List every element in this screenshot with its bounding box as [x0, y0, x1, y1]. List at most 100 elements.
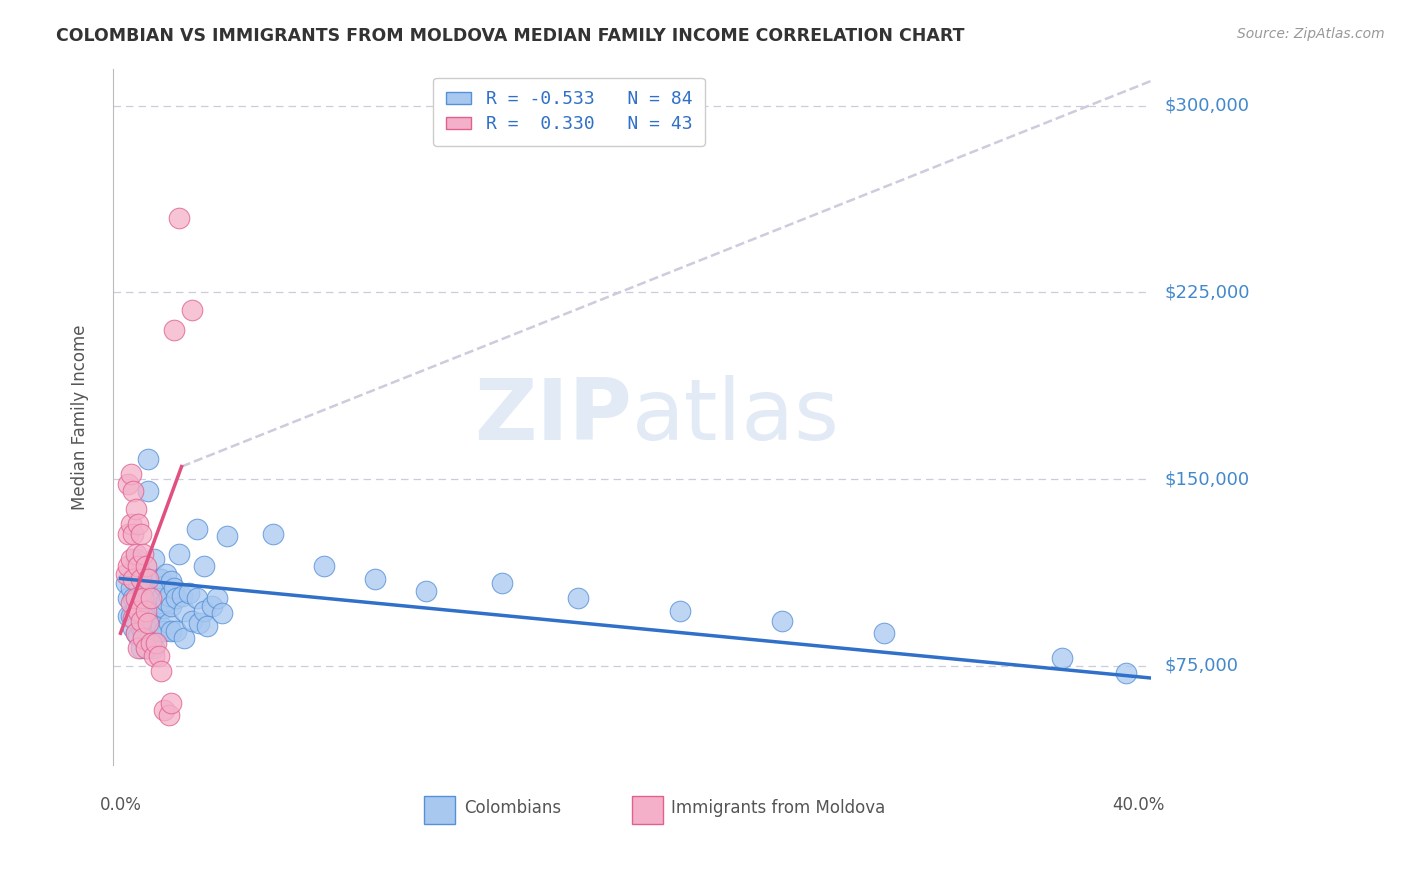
Point [122, 611, 145, 625]
Point [122, 572, 145, 586]
Point [132, 547, 155, 561]
Point [127, 641, 149, 656]
Point [129, 641, 152, 656]
Point [188, 616, 211, 631]
Point [150, 591, 173, 606]
Point [148, 624, 170, 638]
Point [160, 599, 183, 613]
Point [138, 572, 160, 586]
Point [114, 576, 136, 591]
Point [122, 591, 145, 606]
Point [193, 604, 215, 618]
Point [145, 601, 167, 615]
Point [152, 579, 174, 593]
Point [139, 579, 162, 593]
Point [138, 452, 160, 467]
Point [150, 664, 173, 678]
Point [157, 589, 180, 603]
Point [193, 559, 215, 574]
Point [170, 589, 193, 603]
Point [145, 579, 167, 593]
Point [167, 547, 190, 561]
Point [122, 484, 145, 499]
Point [873, 626, 896, 640]
Point [142, 648, 165, 663]
Point [120, 596, 142, 610]
Point [138, 616, 160, 631]
Point [129, 566, 152, 581]
Point [125, 551, 148, 566]
Point [127, 559, 149, 574]
Point [770, 614, 793, 628]
Text: ZIP: ZIP [474, 376, 631, 458]
Point [132, 584, 155, 599]
Point [163, 582, 186, 596]
Point [160, 574, 183, 588]
Point [160, 624, 183, 638]
Point [135, 604, 157, 618]
Point [129, 526, 152, 541]
Point [152, 601, 174, 615]
Point [145, 624, 167, 638]
Point [125, 501, 148, 516]
Point [127, 576, 149, 591]
Point [117, 477, 139, 491]
Text: $150,000: $150,000 [1166, 470, 1250, 488]
Point [160, 696, 183, 710]
Point [567, 591, 589, 606]
Point [211, 607, 233, 621]
Point [120, 551, 142, 566]
Text: COLOMBIAN VS IMMIGRANTS FROM MOLDOVA MEDIAN FAMILY INCOME CORRELATION CHART: COLOMBIAN VS IMMIGRANTS FROM MOLDOVA MED… [56, 27, 965, 45]
Point [142, 619, 165, 633]
Point [152, 703, 174, 717]
Point [138, 607, 160, 621]
Point [145, 636, 167, 650]
Point [120, 516, 142, 531]
Point [127, 516, 149, 531]
Point [150, 619, 173, 633]
Point [129, 572, 152, 586]
Point [125, 601, 148, 615]
Text: Source: ZipAtlas.com: Source: ZipAtlas.com [1237, 27, 1385, 41]
Point [148, 596, 170, 610]
Point [122, 526, 145, 541]
Point [125, 591, 148, 606]
Point [142, 641, 165, 656]
Point [129, 596, 152, 610]
Point [142, 551, 165, 566]
Point [173, 631, 195, 645]
Point [157, 616, 180, 631]
Point [114, 566, 136, 581]
Point [163, 323, 186, 337]
Point [155, 566, 177, 581]
Text: 0.0%: 0.0% [100, 796, 142, 814]
Point [117, 526, 139, 541]
Point [127, 601, 149, 615]
Text: Colombians: Colombians [464, 799, 561, 817]
Point [135, 641, 157, 656]
Point [120, 582, 142, 596]
FancyBboxPatch shape [631, 797, 664, 824]
Point [120, 467, 142, 481]
Text: atlas: atlas [631, 376, 839, 458]
Point [122, 572, 145, 586]
Point [150, 572, 173, 586]
Legend: R = -0.533   N = 84, R =  0.330   N = 43: R = -0.533 N = 84, R = 0.330 N = 43 [433, 78, 704, 146]
Point [166, 591, 188, 606]
Point [148, 648, 170, 663]
Point [186, 591, 208, 606]
Point [132, 604, 155, 618]
Point [139, 601, 162, 615]
Point [155, 594, 177, 608]
Point [173, 604, 195, 618]
Point [180, 614, 202, 628]
Point [132, 591, 155, 606]
Y-axis label: Median Family Income: Median Family Income [72, 324, 89, 509]
Point [1115, 666, 1137, 681]
Point [117, 608, 139, 623]
Point [120, 608, 142, 623]
Point [132, 626, 155, 640]
Point [152, 624, 174, 638]
Point [195, 619, 218, 633]
Point [125, 626, 148, 640]
